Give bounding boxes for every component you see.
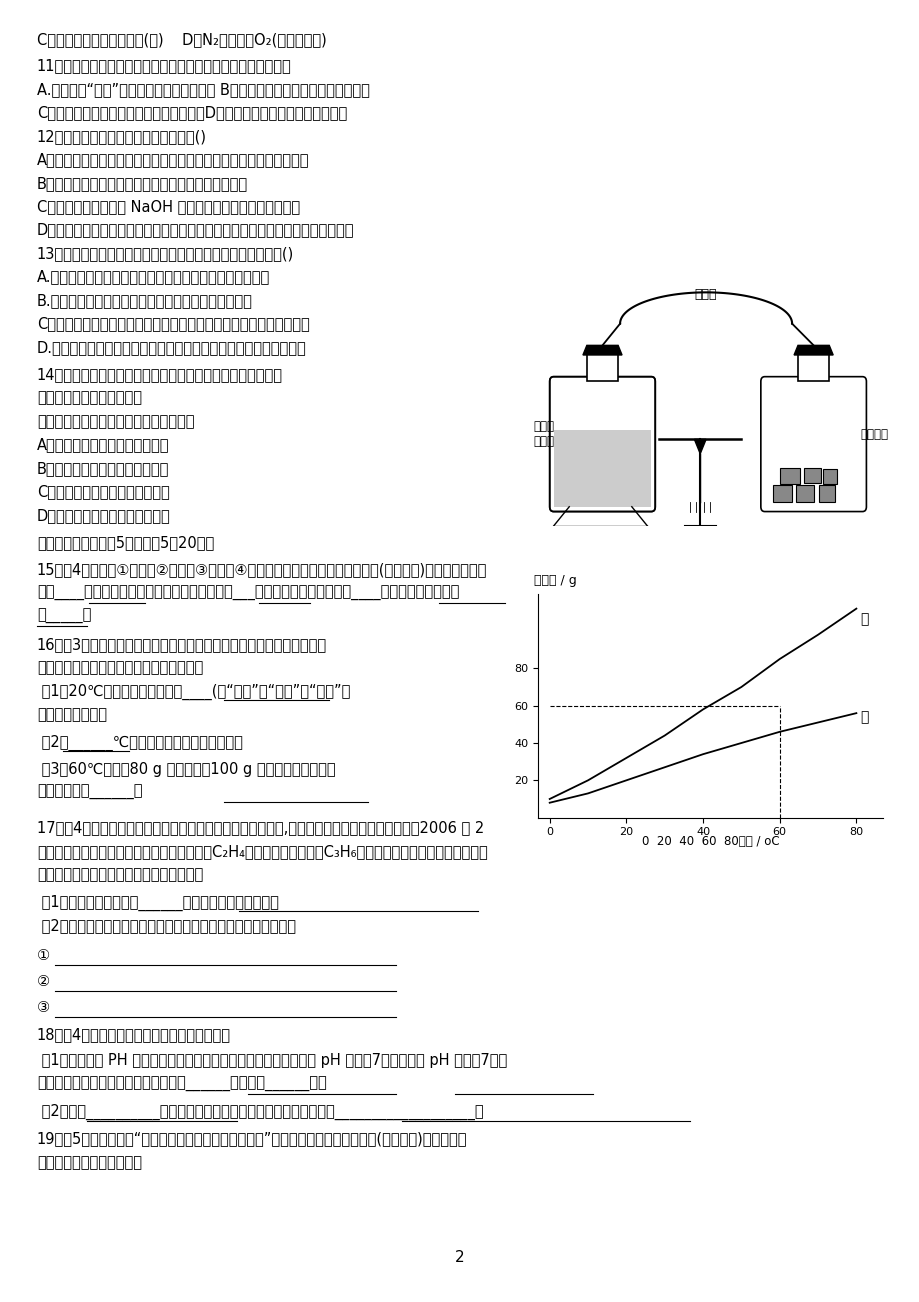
Text: C．指针偏左，食盐溶液一定变浓: C．指针偏左，食盐溶液一定变浓 bbox=[37, 484, 169, 500]
Text: 溦解度 / g: 溦解度 / g bbox=[533, 574, 575, 587]
Text: 月，该项目已生产出了合格的乙烯（化学式为C₂H₄）和丙烯（化学式为C₃H₆），该项目的投产，对缓解广东及: 月，该项目已生产出了合格的乙烯（化学式为C₂H₄）和丙烯（化学式为C₃H₆），该… bbox=[37, 844, 487, 859]
Text: C．长期饮用优质纯净水，有利于身体健康D．维生素可以调节人体的新陈代谢: C．长期饮用优质纯净水，有利于身体健康D．维生素可以调节人体的新陈代谢 bbox=[37, 105, 346, 121]
Text: ③: ③ bbox=[37, 1000, 50, 1016]
Text: A．指针偏左，食盐溶液一定变稀: A．指针偏左，食盐溶液一定变稀 bbox=[37, 437, 169, 453]
Text: A．有小孩不慎跌入富含一氧化碳或硫化氢的深洞中，应立即下洞救人: A．有小孩不慎跌入富含一氧化碳或硫化氢的深洞中，应立即下洞救人 bbox=[37, 152, 309, 168]
Text: 乙: 乙 bbox=[859, 710, 868, 724]
Text: C．氧化物只含有两种元素，所以氧化物中一定有一种元素不是氧元素: C．氧化物只含有两种元素，所以氧化物中一定有一种元素不是氧元素 bbox=[37, 316, 309, 332]
Bar bbox=[772, 486, 791, 503]
Text: （1）20℃时，甲物质的溦解度____(填“大于”、“等于”或“小于”）: （1）20℃时，甲物质的溦解度____(填“大于”、“等于”或“小于”） bbox=[37, 684, 350, 699]
Text: 16．（3分）溦解度曲线为我们定量描述物质的溦解性强弱提供了便利。: 16．（3分）溦解度曲线为我们定量描述物质的溦解性强弱提供了便利。 bbox=[37, 637, 326, 652]
Bar bbox=[803, 469, 821, 483]
Text: B．实验中如浓硫酸不慎沿到皮肤上，应迅速用水冲洗: B．实验中如浓硫酸不慎沿到皮肤上，应迅速用水冲洗 bbox=[37, 176, 247, 191]
Text: 后，下列有关叙述与事实相符合的是（）: 后，下列有关叙述与事实相符合的是（） bbox=[37, 414, 194, 430]
Bar bbox=[823, 469, 836, 483]
Text: A.食用合格“碑盐”，可预防某种甲状腺疾病 B．误食重金属盐后，可喝鲜牛奶解毒: A.食用合格“碑盐”，可预防某种甲状腺疾病 B．误食重金属盐后，可喝鲜牛奶解毒 bbox=[37, 82, 369, 98]
Text: D．指针偏右，食盐溶液一定变浓: D．指针偏右，食盐溶液一定变浓 bbox=[37, 508, 170, 523]
Bar bbox=[586, 353, 618, 381]
Text: 14．如图所示，将密闭的相互连通的装置放在天平上，调节天: 14．如图所示，将密闭的相互连通的装置放在天平上，调节天 bbox=[37, 367, 282, 383]
Bar bbox=[553, 430, 651, 506]
Text: 2: 2 bbox=[455, 1250, 464, 1266]
Text: D．厨房中因某气泄漏出现较大气味时，应立即关闭气阀，不能打开抽油烟机排气: D．厨房中因某气泄漏出现较大气味时，应立即关闭气阀，不能打开抽油烟机排气 bbox=[37, 223, 354, 238]
Text: 乙物质的溦解度。: 乙物质的溦解度。 bbox=[37, 707, 107, 723]
Text: 0  20  40  60  80温度 / oC: 0 20 40 60 80温度 / oC bbox=[641, 835, 778, 848]
Polygon shape bbox=[583, 345, 621, 355]
Text: 不饱和
食盐水: 不饱和 食盐水 bbox=[533, 421, 554, 448]
Text: B.碱都含有氢元素，所以含有氢元素的化合物一定是碱: B.碱都含有氢元素，所以含有氢元素的化合物一定是碱 bbox=[37, 293, 253, 309]
Text: （1）乙烯和丙烯都属于______（填有机物或无机物），: （1）乙烯和丙烯都属于______（填有机物或无机物）， bbox=[37, 894, 278, 910]
Bar bbox=[797, 353, 828, 381]
Text: 笼沿海地区化工原料紧缺将起到重要作用。: 笼沿海地区化工原料紧缺将起到重要作用。 bbox=[37, 867, 203, 883]
Text: （2）______℃时，两种物质的溦解度相等。: （2）______℃时，两种物质的溦解度相等。 bbox=[37, 734, 243, 750]
Text: 15．（4分）请在①氢气、②石墨、③干冰、④酒精几种物质中选择适当物质填空(填化学式)：写字用的铅笔: 15．（4分）请在①氢气、②石墨、③干冰、④酒精几种物质中选择适当物质填空(填化… bbox=[37, 562, 487, 578]
Text: 酸性有益于头发的健康，洗发时应先用______剂，后用______剂。: 酸性有益于头发的健康，洗发时应先用______剂，后用______剂。 bbox=[37, 1077, 326, 1092]
Text: （1）某同学用 PH 试纸测试家里的洗发剂和护发剂，测得洗发剂的 pH 略大于7，护发剂的 pH 略小于7。弱: （1）某同学用 PH 试纸测试家里的洗发剂和护发剂，测得洗发剂的 pH 略大于7… bbox=[37, 1053, 506, 1069]
FancyBboxPatch shape bbox=[550, 376, 654, 512]
Text: 甲: 甲 bbox=[859, 612, 868, 626]
Text: 18．（4分）化学与我们生活有着密切的联系。: 18．（4分）化学与我们生活有着密切的联系。 bbox=[37, 1027, 231, 1043]
Text: 中含____；司机驾机动车前饮用的饮料不能含有___；属于未来新型能源的是____；可以用作制冷剂的: 中含____；司机驾机动车前饮用的饮料不能含有___；属于未来新型能源的是___… bbox=[37, 586, 459, 602]
Text: ①: ① bbox=[37, 948, 50, 963]
Text: D.中和反应有盐和水生成，因此有盐和水生成的反应一定是中和反应: D.中和反应有盐和水生成，因此有盐和水生成的反应一定是中和反应 bbox=[37, 340, 306, 355]
Text: （2）根据的丙烯化学式，请你写出所获得的信息：（三条即可）: （2）根据的丙烯化学式，请你写出所获得的信息：（三条即可） bbox=[37, 918, 296, 934]
Polygon shape bbox=[793, 345, 833, 355]
Text: 请你根据右图的溦解度曲线回答下列问题：: 请你根据右图的溦解度曲线回答下列问题： bbox=[37, 660, 203, 676]
Text: 平使之平衡。经过一段时间: 平使之平衡。经过一段时间 bbox=[37, 391, 142, 406]
Text: 17．（4分）位于我省惠州市大亚湾的中海壳牌南海石化项目,是我国目前最大的中外合资项目。2006 年 2: 17．（4分）位于我省惠州市大亚湾的中海壳牌南海石化项目,是我国目前最大的中外合… bbox=[37, 820, 483, 836]
Text: B．指针偏右，食盐溶液一定饥和: B．指针偏右，食盐溶液一定饥和 bbox=[37, 461, 169, 477]
Text: 橡皮管: 橡皮管 bbox=[694, 288, 717, 301]
Text: 11．下列对日常生活中的某些做法或认识没有科学依据的是（）: 11．下列对日常生活中的某些做法或认识没有科学依据的是（） bbox=[37, 59, 291, 74]
Text: C．眼睛里不小心溅进 NaOH 溶液，可立即滴入稀盐酸来中和: C．眼睛里不小心溅进 NaOH 溶液，可立即滴入稀盐酸来中和 bbox=[37, 199, 300, 215]
Text: 13．逻辑推理是化学学习常用的思维方法，以下推理正确的是(): 13．逻辑推理是化学学习常用的思维方法，以下推理正确的是() bbox=[37, 246, 294, 262]
Bar bbox=[819, 486, 834, 503]
Bar bbox=[795, 486, 812, 503]
Bar bbox=[779, 469, 800, 483]
Polygon shape bbox=[694, 439, 706, 454]
Text: 质质量分数为______。: 质质量分数为______。 bbox=[37, 785, 142, 801]
Text: 12．下列突发事故的处理措施正确的是(): 12．下列突发事故的处理措施正确的是() bbox=[37, 129, 207, 145]
Text: 二、填空题（本题有5小题，删5个20分）: 二、填空题（本题有5小题，删5个20分） bbox=[37, 535, 214, 551]
Text: 19．（5分）某同学做“证明鸡蛋壳的主要成分是碳酸盐”的实验时，设计了如下方案(如图所示)。经检验装: 19．（5分）某同学做“证明鸡蛋壳的主要成分是碳酸盐”的实验时，设计了如下方案(… bbox=[37, 1131, 467, 1147]
Text: （2）可用__________除去冰筱里的异味，因为该物质的性质之一是___________________。: （2）可用__________除去冰筱里的异味，因为该物质的性质之一是_____… bbox=[37, 1104, 482, 1120]
Text: （3）60℃时，刷80 g 甲物质放入100 g 水中，所得溶液的溶: （3）60℃时，刷80 g 甲物质放入100 g 水中，所得溶液的溶 bbox=[37, 762, 335, 777]
FancyBboxPatch shape bbox=[760, 376, 866, 512]
Text: 是_____。: 是_____。 bbox=[37, 609, 91, 625]
Text: ②: ② bbox=[37, 974, 50, 990]
Text: A.金属元素有正化合价，因此非金属元素一定没有正化合价: A.金属元素有正化合价，因此非金属元素一定没有正化合价 bbox=[37, 270, 270, 285]
Text: 置气密性合格并加入试剂。: 置气密性合格并加入试剂。 bbox=[37, 1155, 142, 1170]
Text: 块状烧碱: 块状烧碱 bbox=[859, 428, 887, 441]
Text: C．熏石灌中有少量生石灌(水)    D．N₂中有少量O₂(灸热的铜网): C．熏石灌中有少量生石灌(水) D．N₂中有少量O₂(灸热的铜网) bbox=[37, 33, 326, 48]
